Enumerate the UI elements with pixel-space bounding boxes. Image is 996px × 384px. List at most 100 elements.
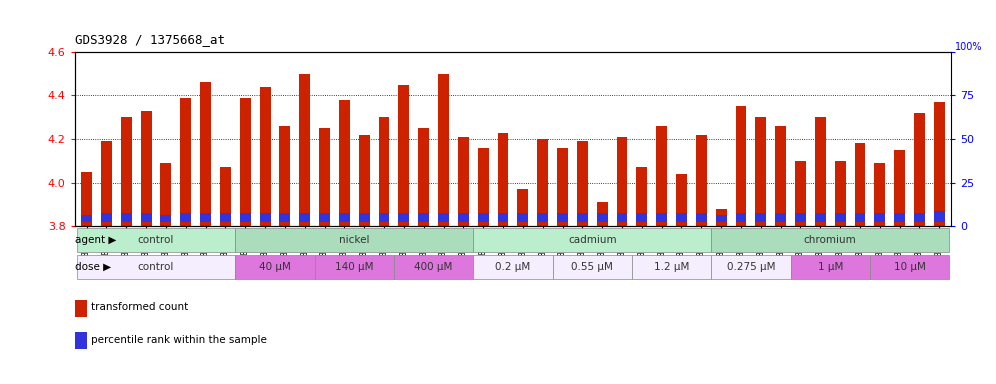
Bar [260, 213, 271, 222]
Text: 0.275 μM: 0.275 μM [727, 262, 775, 272]
Bar [557, 213, 568, 222]
Bar [220, 167, 231, 227]
Bar [398, 213, 409, 222]
Text: 400 μM: 400 μM [414, 262, 453, 272]
Bar [597, 213, 608, 222]
Bar [676, 174, 687, 227]
Bar [696, 213, 707, 222]
Bar [398, 84, 409, 227]
Text: nickel: nickel [339, 235, 370, 245]
Bar [473, 255, 553, 279]
Bar [418, 213, 429, 222]
Bar [478, 213, 489, 222]
Bar [631, 255, 711, 279]
Bar [180, 98, 191, 227]
Bar [815, 117, 826, 227]
Bar [280, 213, 291, 222]
Text: agent ▶: agent ▶ [75, 235, 117, 245]
Bar [438, 213, 449, 222]
Bar [934, 211, 945, 222]
Bar [339, 100, 350, 227]
Bar [394, 255, 473, 279]
Bar [716, 215, 727, 222]
Bar [636, 213, 647, 222]
Bar [617, 213, 627, 222]
Bar [636, 167, 647, 227]
Bar [775, 126, 786, 227]
Bar [160, 215, 171, 222]
Bar [716, 209, 727, 227]
Bar [240, 213, 251, 222]
Bar [874, 163, 885, 227]
Bar [517, 189, 528, 227]
Text: percentile rank within the sample: percentile rank within the sample [91, 335, 267, 345]
Bar [711, 255, 791, 279]
Bar [299, 213, 310, 222]
Text: 40 μM: 40 μM [259, 262, 291, 272]
Bar [315, 255, 394, 279]
Bar [180, 213, 191, 222]
Bar [498, 132, 509, 227]
Bar [319, 128, 330, 227]
Bar [914, 113, 925, 227]
Bar [101, 141, 112, 227]
Bar [835, 213, 846, 222]
Bar [378, 213, 389, 222]
Text: control: control [137, 235, 174, 245]
Bar [77, 255, 235, 279]
Bar [81, 215, 92, 222]
Text: 1 μM: 1 μM [818, 262, 843, 272]
Bar [498, 213, 509, 222]
Bar [235, 255, 315, 279]
Text: 10 μM: 10 μM [893, 262, 925, 272]
Bar [894, 150, 905, 227]
Bar [458, 213, 469, 222]
Text: dose ▶: dose ▶ [75, 262, 111, 272]
Text: cadmium: cadmium [568, 235, 617, 245]
Bar [339, 213, 350, 222]
Text: transformed count: transformed count [91, 302, 188, 312]
Text: 0.55 μM: 0.55 μM [572, 262, 614, 272]
Bar [894, 213, 905, 222]
Bar [160, 163, 171, 227]
Bar [795, 213, 806, 222]
Bar [577, 141, 588, 227]
Bar [577, 213, 588, 222]
Bar [81, 172, 92, 227]
Bar [478, 148, 489, 227]
Bar [755, 117, 766, 227]
Bar [235, 228, 473, 252]
Bar [200, 83, 211, 227]
Bar [200, 213, 211, 222]
Text: 0.2 μM: 0.2 μM [495, 262, 531, 272]
Bar [319, 213, 330, 222]
Bar [835, 161, 846, 227]
Text: chromium: chromium [804, 235, 857, 245]
Bar [280, 126, 291, 227]
Bar [755, 213, 766, 222]
Bar [914, 213, 925, 222]
Bar [775, 213, 786, 222]
Bar [557, 148, 568, 227]
Bar [870, 255, 949, 279]
Bar [874, 213, 885, 222]
Bar [656, 126, 667, 227]
Bar [791, 255, 870, 279]
Bar [473, 228, 711, 252]
Y-axis label: 100%: 100% [955, 42, 982, 52]
Bar [121, 117, 131, 227]
Bar [656, 213, 667, 222]
Bar [418, 128, 429, 227]
Bar [855, 213, 866, 222]
Bar [438, 74, 449, 227]
Bar [240, 98, 251, 227]
Bar [359, 135, 370, 227]
Bar [517, 213, 528, 222]
Text: 1.2 μM: 1.2 μM [654, 262, 689, 272]
Bar [711, 228, 949, 252]
Bar [855, 144, 866, 227]
Text: control: control [137, 262, 174, 272]
Bar [458, 137, 469, 227]
Bar [537, 213, 548, 222]
Bar [795, 161, 806, 227]
